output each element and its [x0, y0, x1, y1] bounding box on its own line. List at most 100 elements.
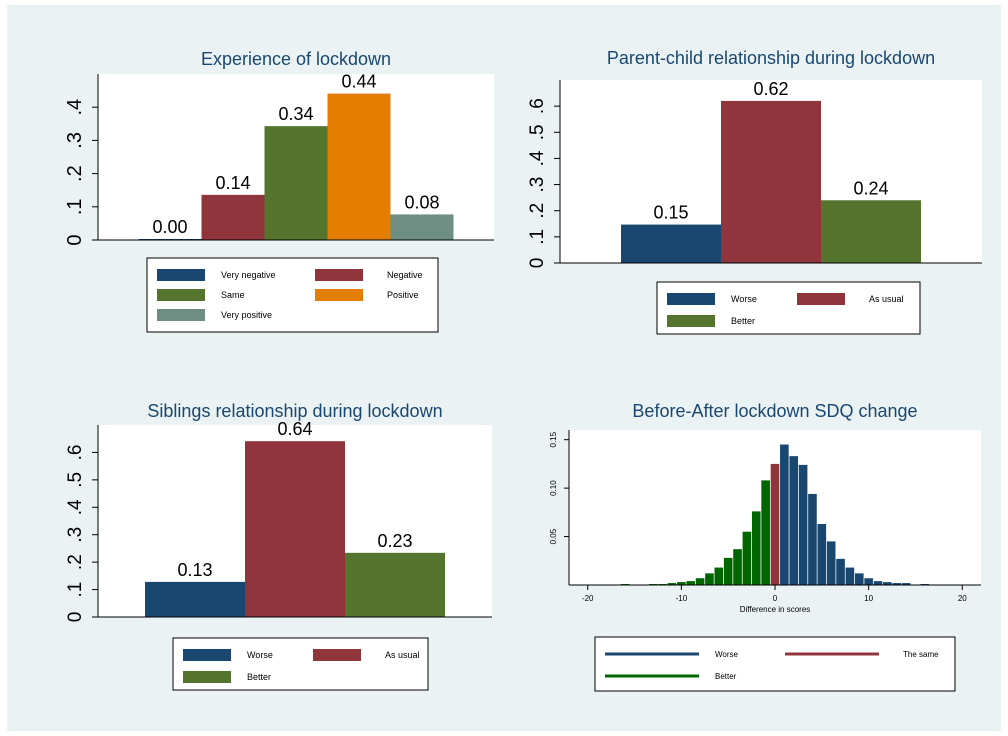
- lockdown-y-tick-label-3: .3: [64, 132, 86, 149]
- lockdown-y-tick-label-2: .2: [64, 165, 86, 182]
- parent-bar-worse: [621, 224, 721, 263]
- sdq-x-tick-label-4: 20: [958, 594, 967, 603]
- sdq-bar-x9: [854, 573, 864, 585]
- parent-legend-swatch-as-usual: [797, 293, 845, 305]
- parent-bar-better: [821, 200, 921, 263]
- siblings-bar-worse: [145, 581, 245, 617]
- lockdown-chart-title: Experience of lockdown: [201, 49, 391, 69]
- parent-data-label-better: 0.24: [853, 178, 888, 198]
- lockdown-legend-swatch-very-negative: [157, 269, 205, 281]
- sdq-x-tick-label-1: -10: [676, 594, 688, 603]
- sdq-bar-xneg6: [714, 567, 724, 585]
- sdq-legend-label-worse: Worse: [715, 650, 739, 659]
- siblings-y-tick-label-6: .6: [65, 444, 86, 460]
- parent-y-tick-label-5: .5: [527, 124, 548, 140]
- siblings-y-tick-label-0: 0: [65, 612, 86, 623]
- parent-y-tick-label-6: .6: [527, 98, 548, 114]
- parent-legend-label-better: Better: [731, 316, 755, 326]
- sdq-bar-xneg11: [667, 583, 677, 585]
- sdq-x-tick-label-0: -20: [582, 594, 594, 603]
- figure-background: Experience of lockdown 0.00 0.14 0.34 0.44 0.…: [7, 5, 1001, 731]
- sdq-bar-x7: [836, 558, 845, 585]
- lockdown-legend-label-very-positive: Very positive: [221, 310, 272, 320]
- panel-experience-of-lockdown: Experience of lockdown 0.00 0.14 0.34 0.44 0.…: [64, 49, 494, 333]
- sdq-y-tick-label-1: 0.10: [549, 480, 558, 496]
- sdq-bar-x13: [892, 583, 902, 585]
- sdq-bar-x0: [770, 463, 780, 585]
- sdq-y-tick-label-0: 0.05: [549, 528, 558, 544]
- lockdown-legend-swatch-same: [157, 289, 205, 301]
- siblings-legend-label-as-usual: As usual: [385, 650, 420, 660]
- siblings-y-tick-label-2: .2: [65, 554, 86, 570]
- siblings-y-tick-label-3: .3: [65, 527, 86, 543]
- siblings-y-tick-label-4: .4: [65, 499, 86, 515]
- sdq-x-axis-title: Difference in scores: [740, 605, 811, 614]
- parent-legend-swatch-worse: [667, 293, 715, 305]
- lockdown-data-label-positive: 0.44: [341, 72, 376, 92]
- sdq-bar-xneg1: [761, 480, 770, 585]
- lockdown-bar-same: [264, 126, 328, 240]
- lockdown-data-label-very-negative: 0.00: [152, 217, 187, 237]
- parent-legend-label-as-usual: As usual: [869, 294, 904, 304]
- sdq-bar-x6: [826, 541, 836, 585]
- parent-y-tick-label-4: .4: [527, 150, 548, 166]
- siblings-chart-title: Siblings relationship during lockdown: [147, 401, 442, 421]
- parent-chart-title: Parent-child relationship during lockdow…: [607, 48, 935, 68]
- sdq-legend-swatch-worse: [605, 652, 699, 656]
- panel-parent-child-relationship: Parent-child relationship during lockdow…: [527, 48, 982, 335]
- parent-legend-label-worse: Worse: [731, 294, 757, 304]
- sdq-bar-xneg2: [751, 511, 761, 585]
- siblings-y-tick-label-5: .5: [65, 472, 86, 488]
- parent-y-tick-label-1: .1: [527, 229, 548, 245]
- chart-figure: Experience of lockdown 0.00 0.14 0.34 0.44 0.…: [64, 48, 982, 692]
- parent-data-label-as-usual: 0.62: [753, 79, 788, 99]
- sdq-bar-x14: [901, 583, 911, 585]
- sdq-x-tick-label-3: 10: [864, 594, 873, 603]
- panel-siblings-relationship: Siblings relationship during lockdown 0 .1…: [65, 401, 492, 691]
- sdq-legend-box: [594, 636, 956, 692]
- sdq-x-tick-label-2: 0: [773, 594, 778, 603]
- panel-sdq-change: Before-After lockdown SDQ change -20 -10 0 1…: [549, 401, 981, 692]
- siblings-legend-label-worse: Worse: [247, 650, 273, 660]
- lockdown-data-label-negative: 0.14: [215, 173, 250, 193]
- sdq-bar-xneg4: [733, 549, 742, 585]
- siblings-legend-swatch-as-usual: [313, 649, 361, 661]
- parent-bar-as-usual: [721, 100, 821, 264]
- sdq-bar-xneg9: [686, 581, 696, 585]
- sdq-legend-swatch-better: [605, 674, 699, 678]
- sdq-bar-xneg10: [677, 582, 686, 585]
- siblings-data-label-better: 0.23: [377, 531, 412, 551]
- siblings-bar-better: [345, 552, 445, 617]
- siblings-data-label-as-usual: 0.64: [277, 419, 312, 439]
- siblings-legend-label-better: Better: [247, 672, 271, 682]
- sdq-bar-x3: [798, 464, 808, 585]
- lockdown-bar-positive: [327, 93, 391, 240]
- siblings-bar-as-usual: [245, 441, 345, 617]
- sdq-bar-xneg3: [742, 531, 752, 585]
- sdq-legend-label-the-same: The same: [903, 650, 939, 659]
- sdq-bar-x4: [808, 493, 817, 585]
- lockdown-y-tick-label-0: 0: [64, 234, 86, 245]
- parent-y-tick-label-3: .3: [527, 177, 548, 193]
- lockdown-legend-swatch-negative: [315, 269, 363, 281]
- parent-legend-swatch-better: [667, 315, 715, 327]
- sdq-y-tick-label-2: 0.15: [549, 431, 558, 447]
- lockdown-legend-label-negative: Negative: [387, 270, 423, 280]
- parent-y-tick-label-0: 0: [527, 258, 548, 269]
- lockdown-legend-swatch-positive: [315, 289, 363, 301]
- lockdown-data-label-same: 0.34: [278, 104, 313, 124]
- sdq-bar-xneg8: [695, 578, 705, 585]
- siblings-y-tick-label-1: .1: [65, 582, 86, 598]
- lockdown-bar-negative: [201, 194, 265, 240]
- sdq-legend-swatch-the-same: [785, 652, 879, 656]
- parent-y-tick-label-2: .2: [527, 203, 548, 219]
- sdq-bar-xneg5: [723, 557, 733, 585]
- lockdown-legend-label-very-negative: Very negative: [221, 270, 276, 280]
- sdq-legend-label-better: Better: [715, 672, 737, 681]
- parent-data-label-worse: 0.15: [653, 203, 688, 223]
- lockdown-data-label-very-positive: 0.08: [404, 192, 439, 212]
- sdq-bar-x10: [864, 578, 873, 585]
- sdq-bar-x1: [780, 444, 789, 585]
- lockdown-legend-label-same: Same: [221, 290, 245, 300]
- siblings-legend-swatch-worse: [183, 649, 231, 661]
